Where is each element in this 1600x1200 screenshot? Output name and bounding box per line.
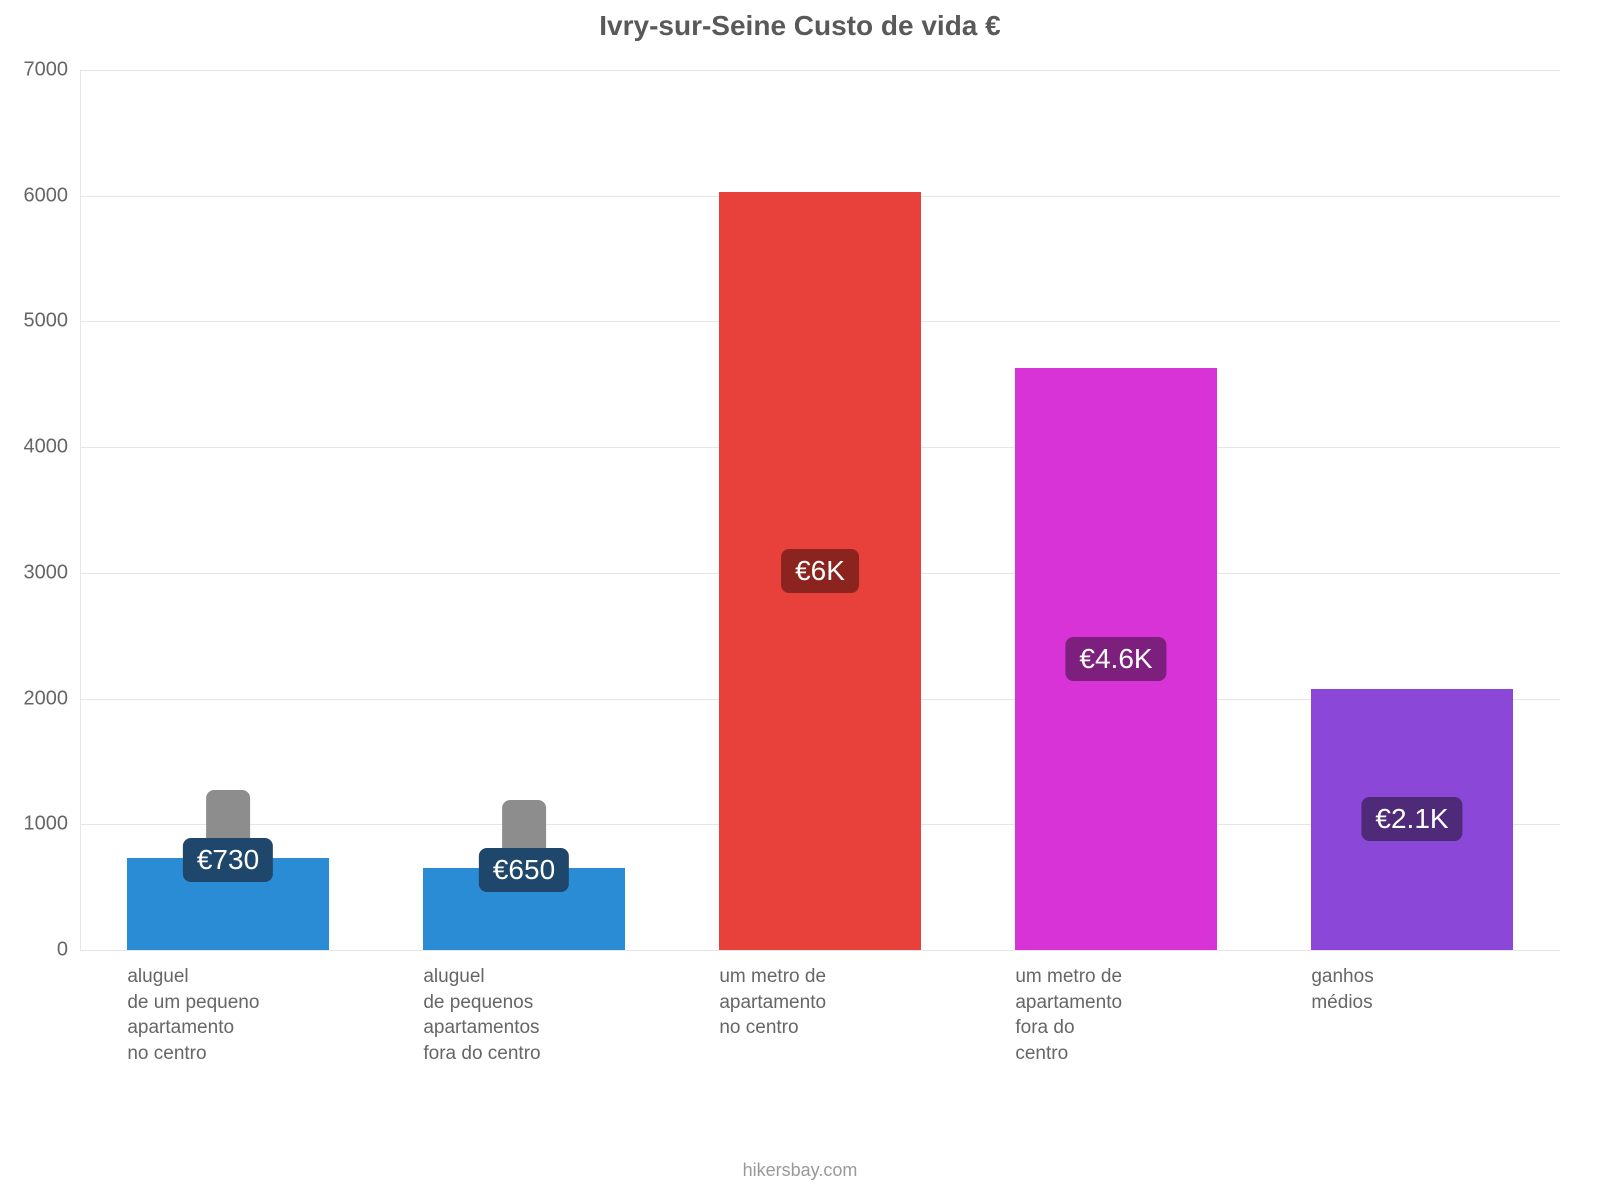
value-badge-sqm-center: €6K [781,549,859,593]
chart-title: Ivry-sur-Seine Custo de vida € [0,10,1600,42]
plot-area: 01000200030004000500060007000 €730alugue… [80,70,1560,950]
y-tick: 3000 [8,561,68,584]
x-label-rent-small-center: aluguel de um pequeno apartamento no cen… [127,964,328,1067]
x-label-sqm-center: um metro de apartamento no centro [719,964,920,1041]
y-tick: 4000 [8,436,68,459]
chart-footer: hikersbay.com [0,1160,1600,1181]
value-badge-sqm-outside: €4.6K [1065,637,1166,681]
x-label-sqm-outside: um metro de apartamento fora do centro [1015,964,1216,1067]
y-tick: 6000 [8,184,68,207]
y-tick: 0 [8,939,68,962]
gridline [80,950,1560,951]
x-label-rent-small-outside: aluguel de pequenos apartamentos fora do… [423,964,624,1067]
value-badge-rent-small-outside: €650 [479,848,569,892]
y-tick: 7000 [8,59,68,82]
y-axis-line [80,70,81,950]
y-tick: 5000 [8,310,68,333]
value-badge-avg-earnings: €2.1K [1361,797,1462,841]
value-badge-rent-small-center: €730 [183,838,273,882]
chart-container: Ivry-sur-Seine Custo de vida € 010002000… [0,0,1600,1200]
x-label-avg-earnings: ganhos médios [1311,964,1512,1015]
y-tick: 1000 [8,813,68,836]
y-tick: 2000 [8,687,68,710]
gridline [80,70,1560,71]
